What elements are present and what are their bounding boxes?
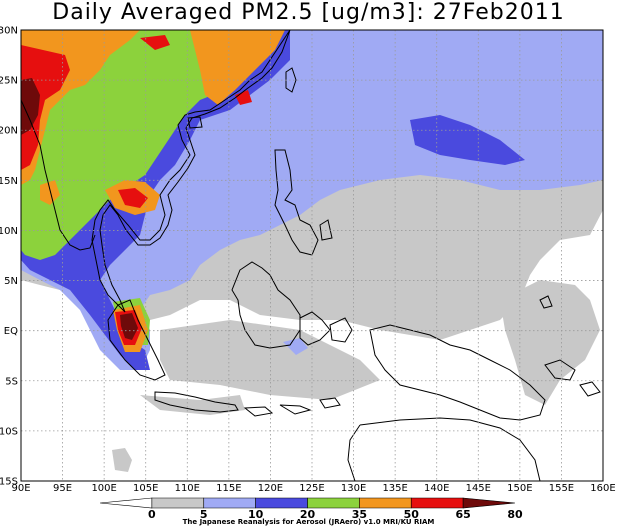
colorbar-level-label: 10 [248, 508, 264, 521]
map-title: Daily Averaged PM2.5 [ug/m3]: 27Feb2011 [52, 0, 565, 25]
latitude-label: 20N [0, 126, 18, 137]
colorbar-level-label: 65 [455, 508, 470, 521]
pm25-band-5-10 [160, 320, 380, 400]
latitude-label: 5N [4, 276, 18, 287]
colorbar-swatch [99, 497, 153, 509]
colorbar-level-label: 80 [507, 508, 523, 521]
latitude-labels: 30N 25N 20N 15N 10N 5N EQ 5S 10S 15S [0, 26, 18, 488]
pm25-band-65-80 [140, 35, 170, 50]
pm25-band-20-35 [410, 115, 525, 165]
island-coastline [231, 261, 301, 349]
longitude-label: 140E [424, 483, 449, 494]
longitude-label: 145E [466, 483, 491, 494]
longitude-label: 95E [53, 483, 72, 494]
longitude-label: 160E [590, 483, 615, 494]
colorbar-swatch [151, 497, 205, 509]
pm25-band-50-65 [40, 180, 60, 205]
longitude-label: 90E [11, 483, 30, 494]
colorbar: 0 5 10 20 35 50 65 80 [99, 497, 523, 521]
island-coastline [319, 219, 333, 241]
island-coastline [187, 116, 203, 129]
longitude-label: 115E [216, 483, 241, 494]
colorbar-level-label: 20 [300, 508, 316, 521]
latitude-label: 5S [5, 376, 18, 387]
colorbar-swatch [410, 497, 464, 509]
latitude-label: 10S [0, 426, 18, 437]
island-coastline [274, 149, 319, 256]
map-gridlines [21, 30, 603, 481]
colorbar-level-label: 0 [148, 508, 156, 521]
mainland-coastline [21, 99, 96, 251]
pm25-band-65-80 [235, 90, 252, 105]
island-coastline [279, 404, 312, 415]
pm25-band-10-20 [283, 338, 308, 355]
island-coastline [285, 67, 297, 93]
pm25-contour-fills [21, 30, 603, 472]
coastlines [21, 30, 601, 481]
island-coastline [243, 406, 274, 417]
island-coastline [539, 295, 553, 309]
island-coastline [107, 299, 166, 381]
pm25-band-above-80 [120, 313, 138, 340]
longitude-label: 130E [341, 483, 366, 494]
colorbar-swatch [307, 497, 360, 509]
island-coastline [154, 391, 239, 413]
pm25-band-5-10 [112, 448, 132, 472]
longitude-label: 150E [507, 483, 532, 494]
colorbar-level-label: 50 [404, 508, 420, 521]
colorbar-swatch [203, 497, 256, 509]
longitude-label: 120E [258, 483, 283, 494]
colorbar-swatch [359, 497, 412, 509]
longitude-label: 125E [299, 483, 324, 494]
island-coastline [347, 417, 541, 481]
colorbar-level-label: 35 [352, 508, 367, 521]
longitude-label: 135E [382, 483, 407, 494]
mainland-coastline [91, 30, 291, 313]
island-coastline [329, 317, 353, 343]
island-coastline [299, 311, 331, 346]
longitude-label: 155E [549, 483, 574, 494]
pm25-band-5-10 [500, 280, 600, 405]
colorbar-swatch [255, 497, 308, 509]
island-coastline [319, 397, 341, 409]
latitude-label: 25N [0, 76, 18, 87]
pm25-band-65-80 [118, 188, 148, 208]
pm25-band-5-10 [140, 395, 245, 415]
latitude-label: 10N [0, 226, 18, 237]
longitude-labels: 90E 95E 100E 105E 110E 115E 120E 125E 130E 135E 14… [11, 483, 615, 494]
island-coastline [579, 381, 601, 397]
latitude-label: 15S [0, 477, 18, 488]
pm25-band-50-65 [190, 30, 285, 105]
pm25-band-above-80 [21, 78, 40, 135]
data-credit: The Japanese Reanalysis for Aerosol (JRA… [182, 518, 435, 526]
colorbar-swatch [462, 497, 516, 509]
longitude-label: 110E [175, 483, 200, 494]
island-coastline [544, 359, 576, 381]
pm25-band-65-80 [21, 45, 70, 170]
colorbar-level-label: 5 [200, 508, 208, 521]
latitude-label: 30N [0, 26, 18, 37]
latitude-label: EQ [4, 326, 18, 337]
longitude-label: 100E [91, 483, 116, 494]
map-frame-border [20, 29, 604, 482]
latitude-label: 15N [0, 176, 18, 187]
longitude-label: 105E [133, 483, 158, 494]
